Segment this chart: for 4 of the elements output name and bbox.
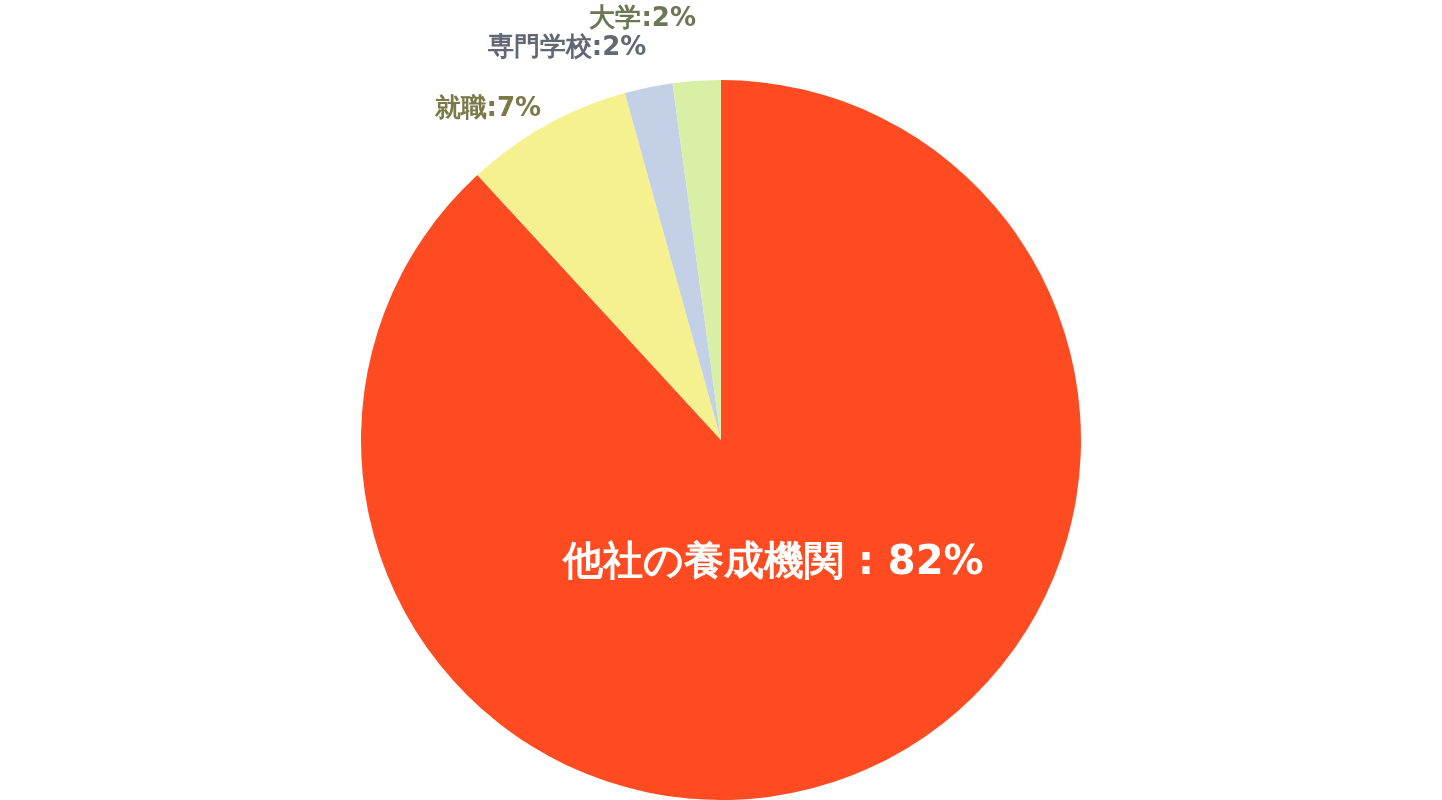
slice-label: 就職:7% bbox=[433, 91, 542, 122]
slice-label: 大学:2% bbox=[589, 2, 696, 33]
slice-label: 他社の養成機関 : 82% bbox=[560, 537, 984, 584]
slice-label: 専門学校:2% bbox=[486, 30, 647, 61]
